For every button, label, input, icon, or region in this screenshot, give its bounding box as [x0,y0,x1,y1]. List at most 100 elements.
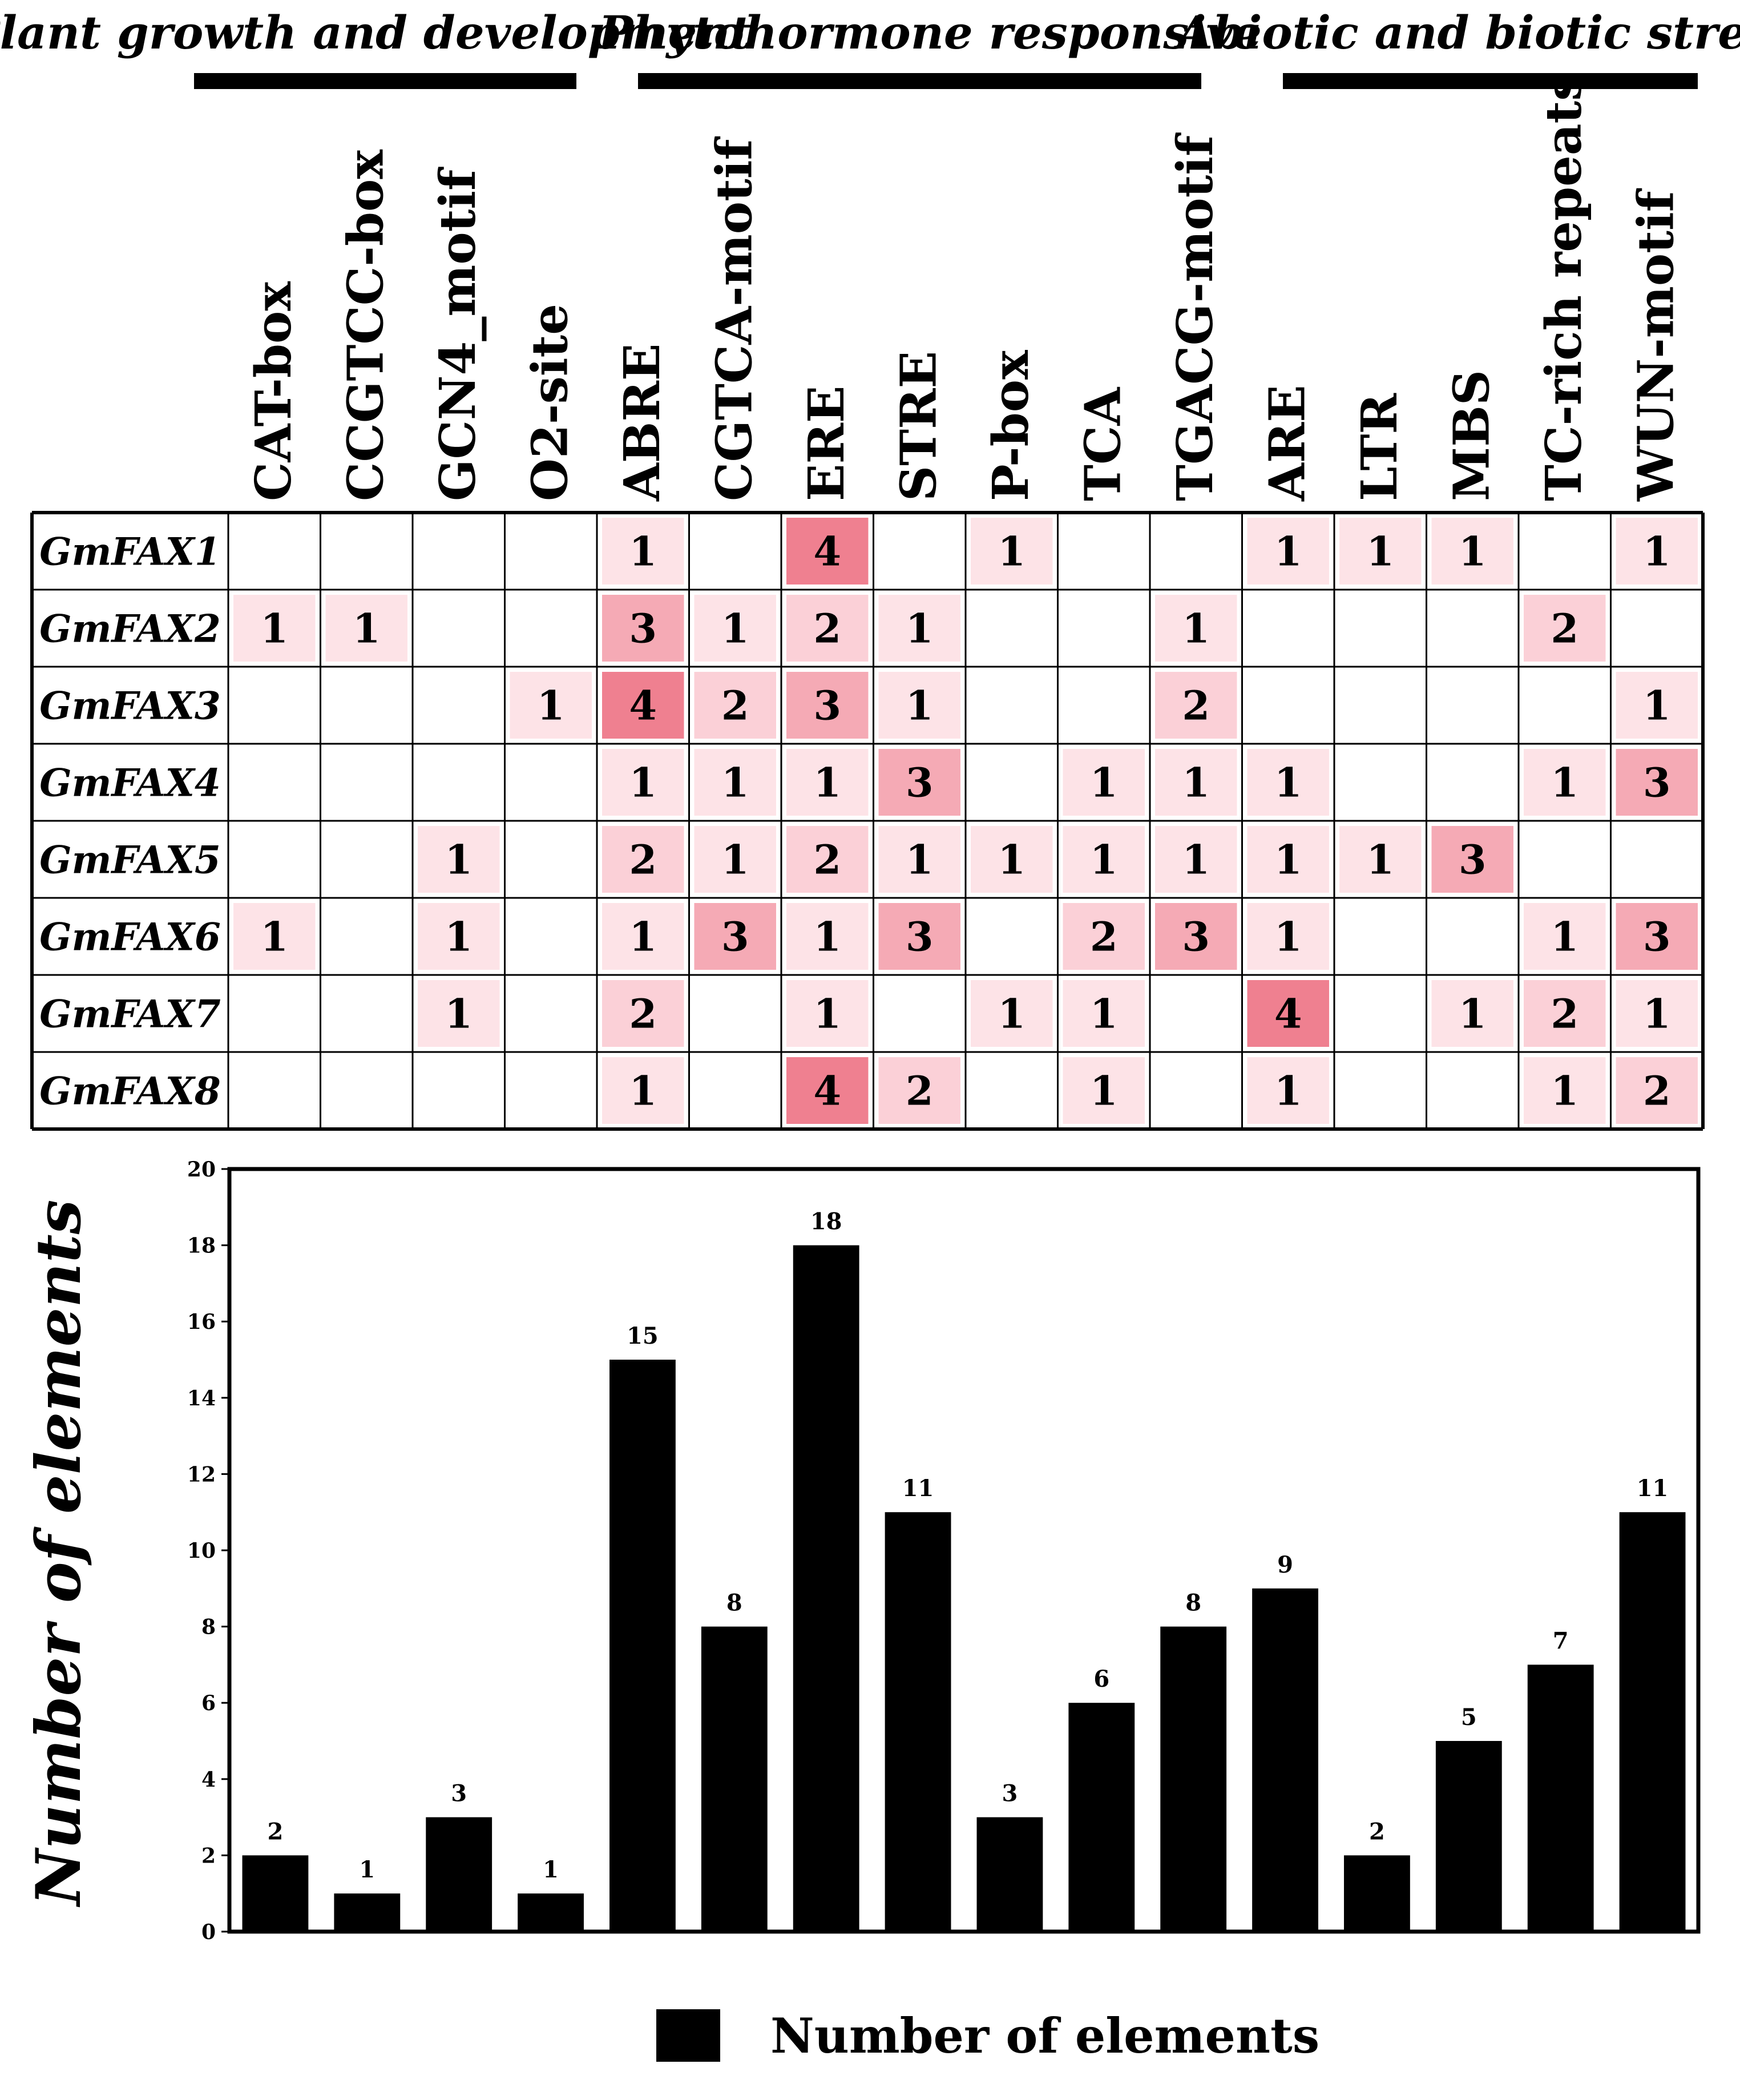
heatmap-cell-gmfax7-wun-motif [1616,980,1698,1047]
bar-o2-site [518,1893,584,1932]
category-label-abiotic-and-biotic-stresses: Abiotic and biotic stresses [1173,6,1740,59]
heatmap-cell-gmfax6-cat-box [233,903,316,970]
legend: Number of elements [656,2008,1319,2064]
heatmap-cell-gmfax7-are [1247,980,1329,1047]
bar-tc-rich-repeats [1527,1664,1594,1932]
heatmap-cell-gmfax6-gcn4-motif [418,903,500,970]
heatmap-value: 1 [1274,759,1302,807]
heatmap-value: 2 [1182,682,1210,729]
heatmap-cell-gmfax3-abre [602,672,684,739]
heatmap-cell-gmfax4-tgacg-motif [1155,749,1237,816]
category-label-phytohormone-responsive: Phytohormone responsive [598,6,1262,59]
heatmap-cell-gmfax5-p-box [971,826,1053,893]
motif-header-stre: STRE [890,351,947,501]
heatmap-value: 1 [1459,528,1487,575]
heatmap-value: 1 [445,913,473,961]
heatmap-value: 1 [906,682,934,729]
heatmap-cell-gmfax1-mbs [1431,518,1513,585]
heatmap-value: 3 [1643,759,1671,807]
gene-label-gmfax3: GmFAX3 [39,684,221,728]
heatmap-cell-gmfax8-stre [878,1057,960,1124]
heatmap-value: 3 [813,682,841,729]
heatmap-cell-gmfax2-ere [786,595,869,662]
heatmap-value: 4 [813,528,841,575]
y-tick-label: 20 [187,1158,216,1182]
heatmap-cell-gmfax5-ere [786,826,869,893]
heatmap-cell-gmfax4-cgtca-motif [694,749,776,816]
heatmap-cell-gmfax3-cgtca-motif [694,672,776,739]
heatmap-cell-gmfax3-wun-motif [1616,672,1698,739]
heatmap-value: 1 [721,836,749,884]
heatmap-value: 1 [1551,913,1578,961]
data-label-stre: 11 [902,1475,934,1502]
bar-cgtca-motif [701,1626,768,1932]
heatmap-cell-gmfax5-stre [878,826,960,893]
heatmap-cell-gmfax5-tca [1063,826,1145,893]
gene-label-gmfax1: GmFAX1 [39,530,221,574]
heatmap-cell-gmfax6-abre [602,903,684,970]
heatmap-cell-gmfax7-p-box [971,980,1053,1047]
heatmap-value: 2 [813,836,841,884]
heatmap-cell-gmfax1-wun-motif [1616,518,1698,585]
heatmap-cell-gmfax7-tc-rich-repeats [1524,980,1606,1047]
heatmap-cell-gmfax3-stre [878,672,960,739]
gene-label-gmfax8: GmFAX8 [39,1069,221,1114]
heatmap-value: 1 [1459,990,1487,1038]
heatmap-cell-gmfax4-stre [878,749,960,816]
heatmap-value: 1 [1366,836,1394,884]
heatmap-cell-gmfax2-tc-rich-repeats [1524,595,1606,662]
motif-header-tgacg-motif: TGACG-motif [1166,132,1224,501]
heatmap-value: 2 [1643,1067,1671,1115]
category-headers: Plant growth and developmentPhytohormone… [0,6,1740,89]
bar-cat-box [242,1855,309,1932]
heatmap-value: 1 [445,836,473,884]
heatmap-cell-gmfax1-ere [786,518,869,585]
bar-mbs [1435,1741,1502,1932]
heatmap-cell-gmfax2-stre [878,595,960,662]
heatmap-cell-gmfax7-mbs [1431,980,1513,1047]
category-bar-abiotic-and-biotic-stresses [1283,73,1698,89]
heatmap-value: 1 [629,1067,657,1115]
bar-are [1252,1588,1318,1932]
gene-label-gmfax5: GmFAX5 [39,838,221,882]
heatmap-value: 1 [906,605,934,652]
heatmap-value: 1 [1643,990,1671,1038]
heatmap-cell-gmfax7-ere [786,980,869,1047]
heatmap-value: 3 [906,913,934,961]
heatmap-value: 1 [1643,682,1671,729]
category-label-plant-growth-and-development: Plant growth and development [0,6,752,59]
heatmap-cell-gmfax7-gcn4-motif [418,980,500,1047]
motif-header-cat-box: CAT-box [245,281,302,501]
y-tick-label: 12 [187,1462,216,1486]
heatmap-value: 1 [1366,528,1394,575]
heatmap-value: 2 [1090,913,1118,961]
heatmap-cell-gmfax2-cgtca-motif [694,595,776,662]
data-label-cgtca-motif: 8 [726,1590,742,1617]
heatmap-value: 1 [998,528,1026,575]
y-tick-label: 4 [201,1768,216,1792]
heatmap-cell-gmfax6-tgacg-motif [1155,903,1237,970]
heatmap-value: 2 [906,1067,934,1115]
heatmap-value: 4 [1274,990,1302,1038]
motif-header-o2-site: O2-site [521,304,579,501]
gene-label-gmfax4: GmFAX4 [39,761,221,805]
heatmap-cell-gmfax5-are [1247,826,1329,893]
bar-wun-motif [1619,1512,1686,1932]
legend-swatch [656,2009,720,2062]
heatmap-value: 1 [629,913,657,961]
heatmap-cell-gmfax6-tc-rich-repeats [1524,903,1606,970]
data-label-tc-rich-repeats: 7 [1553,1627,1569,1654]
motif-header-ccgtcc-box: CCGTCC-box [337,150,394,501]
motif-header-are: ARE [1258,385,1316,502]
motif-header-tc-rich-repeats: TC-rich repeats [1535,73,1593,501]
motif-headers: CAT-box CCGTCC-box GCN4_motif O2-site ABRE CG… [245,73,1685,502]
heatmap-value: 1 [998,990,1026,1038]
motif-header-cgtca-motif: CGTCA-motif [705,136,763,501]
heatmap-cell-gmfax2-tgacg-motif [1155,595,1237,662]
gene-label-gmfax7: GmFAX7 [39,992,221,1037]
heatmap-cell-gmfax8-are [1247,1057,1329,1124]
data-label-ccgtcc-box: 1 [359,1856,375,1883]
heatmap-cell-gmfax5-mbs [1431,826,1513,893]
bar-chart: 0 2 4 6 8 10 12 14 16 18 20 2 1 3 1 15 8 18 11 3 6 8 9 2 5 7 11 [187,1158,1701,1944]
y-tick-label: 18 [187,1234,216,1258]
